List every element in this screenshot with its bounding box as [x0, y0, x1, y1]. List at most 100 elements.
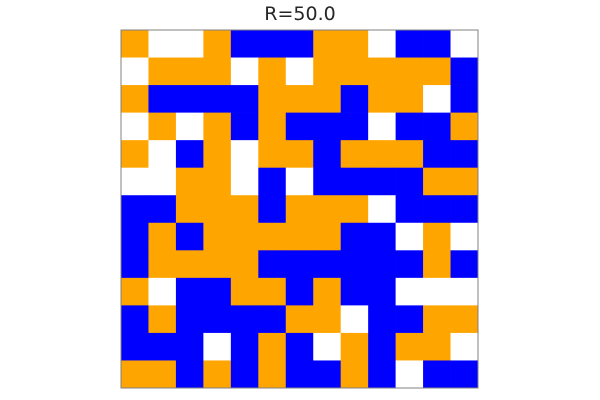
heatmap-cell-r10-c4 — [230, 305, 259, 334]
heatmap-cell-r1-c2 — [175, 57, 204, 86]
heatmap-cell-r8-c7 — [313, 250, 342, 279]
heatmap-cell-r7-c6 — [285, 222, 314, 251]
heatmap-cell-r0-c0 — [121, 30, 149, 58]
heatmap-cell-r11-c7 — [313, 332, 342, 361]
heatmap-cell-r3-c2 — [175, 112, 204, 141]
heatmap-cell-r8-c8 — [340, 250, 369, 279]
heatmap-cell-r0-c10 — [395, 30, 424, 58]
heatmap-cell-r9-c8 — [340, 277, 369, 306]
heatmap-cell-r6-c8 — [340, 195, 369, 224]
heatmap-cell-r6-c12 — [450, 195, 479, 224]
heatmap-cell-r4-c8 — [340, 140, 369, 169]
heatmap-cell-r7-c9 — [368, 222, 396, 251]
heatmap-cell-r5-c7 — [313, 167, 342, 196]
heatmap-cell-r6-c9 — [368, 195, 396, 224]
heatmap-cell-r7-c1 — [148, 222, 177, 251]
heatmap-cell-r6-c6 — [285, 195, 314, 224]
heatmap-cell-r12-c11 — [423, 360, 451, 389]
heatmap-cell-r1-c11 — [423, 57, 451, 86]
heatmap-cell-r2-c9 — [368, 85, 396, 113]
heatmap-cell-r10-c10 — [395, 305, 424, 334]
heatmap-cell-r0-c3 — [203, 30, 232, 58]
heatmap-cell-r5-c5 — [258, 167, 287, 196]
heatmap-cell-r5-c6 — [285, 167, 314, 196]
heatmap-cell-r2-c2 — [175, 85, 204, 113]
heatmap-cell-r4-c9 — [368, 140, 396, 169]
heatmap-cell-r9-c6 — [285, 277, 314, 306]
heatmap-cell-r9-c12 — [450, 277, 479, 306]
heatmap-cell-r12-c5 — [258, 360, 287, 389]
heatmap-cell-r11-c5 — [258, 332, 287, 361]
heatmap-cell-r6-c2 — [175, 195, 204, 224]
heatmap-cell-r0-c6 — [285, 30, 314, 58]
heatmap-cell-r10-c12 — [450, 305, 479, 334]
heatmap-cell-r10-c8 — [340, 305, 369, 334]
heatmap-cell-r0-c12 — [450, 30, 479, 58]
heatmap-cell-r3-c6 — [285, 112, 314, 141]
heatmap-cell-r9-c9 — [368, 277, 396, 306]
heatmap-cell-r7-c5 — [258, 222, 287, 251]
heatmap-cell-r3-c12 — [450, 112, 479, 141]
heatmap-cell-r7-c7 — [313, 222, 342, 251]
heatmap-cell-r0-c1 — [148, 30, 177, 58]
heatmap-cell-r0-c4 — [230, 30, 259, 58]
heatmap-cell-r4-c12 — [450, 140, 479, 169]
heatmap-cell-r6-c4 — [230, 195, 259, 224]
heatmap-cell-r11-c3 — [203, 332, 232, 361]
chart-title: R=50.0 — [264, 3, 335, 25]
heatmap-cell-r11-c0 — [121, 332, 149, 361]
heatmap-cell-r8-c10 — [395, 250, 424, 279]
heatmap-cell-r1-c1 — [148, 57, 177, 86]
heatmap-cell-r3-c7 — [313, 112, 342, 141]
heatmap-cell-r2-c5 — [258, 85, 287, 113]
heatmap-cell-r11-c10 — [395, 332, 424, 361]
heatmap-cell-r12-c3 — [203, 360, 232, 389]
heatmap-cell-r2-c4 — [230, 85, 259, 113]
heatmap-cell-r4-c10 — [395, 140, 424, 169]
heatmap-cell-r1-c12 — [450, 57, 479, 86]
heatmap-cell-r12-c10 — [395, 360, 424, 389]
heatmap-cell-r5-c9 — [368, 167, 396, 196]
plot-frame — [120, 29, 479, 389]
heatmap-cell-r9-c5 — [258, 277, 287, 306]
heatmap-cell-r1-c9 — [368, 57, 396, 86]
heatmap-cell-r2-c10 — [395, 85, 424, 113]
heatmap-cell-r10-c6 — [285, 305, 314, 334]
heatmap-cell-r8-c2 — [175, 250, 204, 279]
heatmap-cell-r9-c1 — [148, 277, 177, 306]
heatmap-cell-r10-c11 — [423, 305, 451, 334]
heatmap-cell-r3-c5 — [258, 112, 287, 141]
heatmap-cell-r1-c6 — [285, 57, 314, 86]
heatmap-cell-r7-c2 — [175, 222, 204, 251]
heatmap-cell-r8-c0 — [121, 250, 149, 279]
heatmap-cell-r2-c8 — [340, 85, 369, 113]
heatmap-cell-r4-c4 — [230, 140, 259, 169]
heatmap-cell-r4-c0 — [121, 140, 149, 169]
heatmap-cell-r1-c4 — [230, 57, 259, 86]
heatmap-cell-r4-c3 — [203, 140, 232, 169]
heatmap-cell-r11-c11 — [423, 332, 451, 361]
heatmap-cell-r10-c3 — [203, 305, 232, 334]
heatmap-cell-r12-c8 — [340, 360, 369, 389]
heatmap-cell-r12-c1 — [148, 360, 177, 389]
heatmap-cell-r5-c3 — [203, 167, 232, 196]
heatmap-cell-r1-c8 — [340, 57, 369, 86]
heatmap-cell-r2-c3 — [203, 85, 232, 113]
heatmap-cell-r3-c1 — [148, 112, 177, 141]
heatmap-cell-r10-c1 — [148, 305, 177, 334]
heatmap-cell-r2-c12 — [450, 85, 479, 113]
heatmap-cell-r5-c1 — [148, 167, 177, 196]
heatmap-cell-r6-c10 — [395, 195, 424, 224]
heatmap-cell-r7-c0 — [121, 222, 149, 251]
heatmap-cell-r9-c11 — [423, 277, 451, 306]
heatmap-cell-r12-c4 — [230, 360, 259, 389]
heatmap-cell-r7-c4 — [230, 222, 259, 251]
heatmap-cell-r7-c10 — [395, 222, 424, 251]
heatmap-cell-r9-c0 — [121, 277, 149, 306]
heatmap-cell-r11-c2 — [175, 332, 204, 361]
heatmap-cell-r9-c3 — [203, 277, 232, 306]
heatmap-cell-r4-c11 — [423, 140, 451, 169]
heatmap-cell-r2-c0 — [121, 85, 149, 113]
heatmap-cell-r8-c3 — [203, 250, 232, 279]
